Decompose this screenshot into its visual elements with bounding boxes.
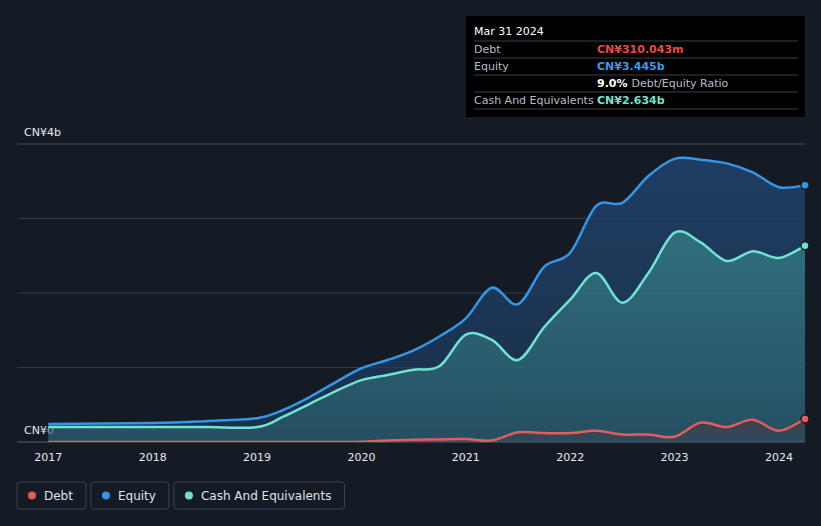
x-tick-label: 2024 [765,451,793,464]
series-area [48,419,805,442]
tooltip-value: CN¥2.634b [597,94,665,107]
legend-swatch [102,492,110,500]
legend-item: Cash And Equivalents [174,482,345,509]
tooltip-value: 9.0% [597,77,628,90]
background [0,0,821,526]
x-tick-label: 2021 [452,451,480,464]
tooltip-label: Debt [474,43,501,56]
grid-line [17,144,805,145]
end-marker [801,181,809,189]
legend-label: Debt [44,489,73,503]
tooltip-separator [474,75,798,76]
tooltip-title: Mar 31 2024 [474,25,544,38]
legend-swatch [185,492,193,500]
x-tick-label: 2017 [34,451,62,464]
legend-swatch [28,492,36,500]
tooltip-separator [474,41,798,42]
tooltip-box [466,16,805,117]
tooltip-separator [474,92,798,93]
x-tick-label: 2019 [243,451,271,464]
tooltip-label: Equity [474,60,509,73]
legend-box [174,482,345,509]
chart: CN¥0CN¥4b2017201820192020202120222023202… [0,0,821,526]
end-marker [801,242,809,250]
x-tick-label: 2018 [139,451,167,464]
tooltip-separator [474,109,798,110]
tooltip-caption: Debt/Equity Ratio [632,77,729,90]
end-marker [801,415,809,423]
tooltip-separator [474,58,798,59]
legend-box [91,482,169,509]
plot-area [48,158,805,442]
series-area [48,158,805,442]
series-line [48,419,805,442]
legend-item: Debt [17,482,86,509]
tooltip-label: Cash And Equivalents [474,94,594,107]
series-line [48,231,805,428]
x-tick-label: 2022 [556,451,584,464]
y-tick-label: CN¥4b [24,126,61,139]
x-tick-label: 2020 [347,451,375,464]
tooltip-value: CN¥310.043m [597,43,684,56]
series-area [48,231,805,442]
legend-box [17,482,86,509]
legend-label: Equity [118,489,156,503]
tooltip: Mar 31 2024 Debt CN¥310.043m Equity CN¥3.445… [466,16,805,117]
legend-label: Cash And Equivalents [201,489,332,503]
x-tick-label: 2023 [661,451,689,464]
legend-item: Equity [91,482,169,509]
tooltip-value: CN¥3.445b [597,60,665,73]
